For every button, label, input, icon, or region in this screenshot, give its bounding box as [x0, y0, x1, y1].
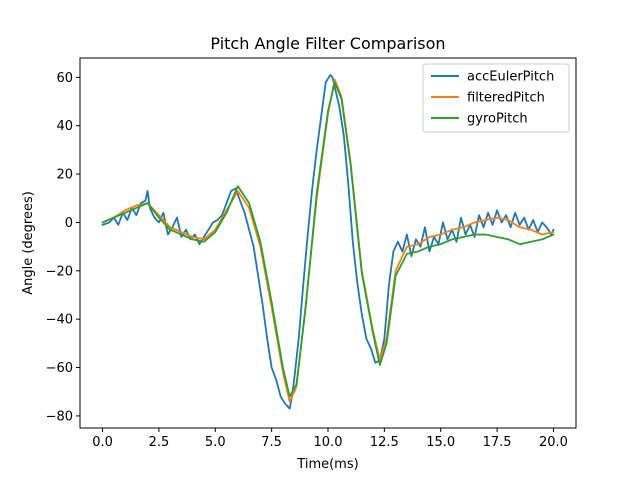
x-tick-label: 20.0	[539, 435, 568, 450]
x-axis-label: Time(ms)	[296, 457, 358, 472]
legend-label: accEulerPitch	[467, 70, 554, 85]
x-tick-label: 5.0	[205, 435, 226, 450]
chart-title: Pitch Angle Filter Comparison	[210, 34, 445, 53]
y-axis-label: Angle (degrees)	[21, 191, 36, 295]
x-tick-label: 12.5	[370, 435, 399, 450]
y-tick-label: −80	[46, 409, 73, 424]
x-tick-label: 7.5	[261, 435, 282, 450]
legend-label: gyroPitch	[467, 112, 528, 127]
plot-area	[101, 74, 555, 410]
series-line-accEulerPitch	[101, 74, 555, 410]
axes-frame	[79, 57, 577, 429]
x-tick-label: 2.5	[149, 435, 170, 450]
legend-box	[422, 63, 570, 133]
x-axis-ticks: 0.0 2.5 5.0 7.5 10.0 12.5 15.0 17.5 20.0	[92, 428, 568, 450]
x-tick-label: 10.0	[314, 435, 343, 450]
y-tick-label: 0	[65, 216, 73, 231]
y-tick-label: −40	[46, 313, 73, 328]
y-tick-label: 20	[56, 168, 73, 183]
legend-label: filteredPitch	[467, 91, 545, 106]
y-tick-label: −60	[46, 361, 73, 376]
series-line-gyroPitch	[101, 81, 555, 398]
y-tick-label: 40	[56, 119, 73, 134]
y-axis-ticks: −80 −60 −40 −20 0 20 40 60	[46, 71, 80, 424]
x-tick-label: 0.0	[92, 435, 113, 450]
y-tick-label: −20	[46, 264, 73, 279]
x-tick-label: 15.0	[426, 435, 455, 450]
x-tick-label: 17.5	[483, 435, 512, 450]
y-tick-label: 60	[56, 71, 73, 86]
legend: accEulerPitch filteredPitch gyroPitch	[422, 63, 570, 133]
